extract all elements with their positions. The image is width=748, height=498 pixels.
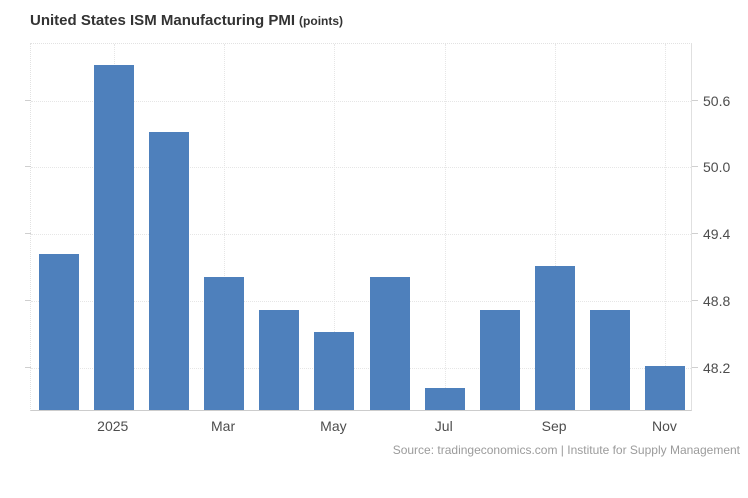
x-tick-label: Jul bbox=[434, 418, 453, 434]
y-tick-mark bbox=[25, 299, 31, 301]
horizontal-gridline bbox=[31, 100, 691, 102]
x-tick-label: Nov bbox=[651, 418, 677, 434]
y-tick-mark bbox=[692, 233, 698, 235]
bar-jun-2025[interactable] bbox=[369, 276, 410, 410]
y-tick-mark bbox=[692, 166, 698, 168]
source-attribution: Source: tradingeconomics.com | Institute… bbox=[392, 443, 740, 457]
bar-nov-2025[interactable] bbox=[645, 365, 686, 410]
vertical-gridline bbox=[334, 44, 336, 410]
y-tick-label: 50.0 bbox=[703, 159, 731, 176]
vertical-gridline bbox=[555, 44, 557, 410]
x-tick-label: Mar bbox=[211, 418, 236, 434]
chart-title: United States ISM Manufacturing PMI (poin… bbox=[30, 12, 343, 30]
bar-aug-2025[interactable] bbox=[479, 309, 520, 410]
bar-mar-2025[interactable] bbox=[204, 276, 245, 410]
bar-sep-2025[interactable] bbox=[535, 265, 576, 410]
chart-title-unit: (points) bbox=[299, 14, 344, 28]
y-tick-mark bbox=[692, 299, 698, 301]
bar-jan-2025[interactable] bbox=[93, 65, 134, 410]
vertical-gridline bbox=[224, 44, 226, 410]
x-tick-label: May bbox=[320, 418, 347, 434]
y-tick-label: 49.4 bbox=[703, 226, 731, 243]
bar-feb-2025[interactable] bbox=[148, 132, 189, 410]
plot-area bbox=[30, 43, 692, 411]
bar-jul-2025[interactable] bbox=[424, 387, 465, 410]
y-tick-mark bbox=[692, 99, 698, 101]
horizontal-gridline bbox=[31, 367, 691, 369]
bar-apr-2025[interactable] bbox=[259, 309, 300, 410]
y-tick-label: 48.2 bbox=[703, 359, 731, 376]
horizontal-gridline bbox=[31, 167, 691, 169]
x-tick-label: Sep bbox=[541, 418, 567, 434]
vertical-gridline bbox=[444, 44, 446, 410]
y-tick-mark bbox=[25, 233, 31, 235]
bar-oct-2025[interactable] bbox=[590, 309, 631, 410]
horizontal-gridline bbox=[31, 300, 691, 302]
chart-title-text: United States ISM Manufacturing PMI bbox=[30, 12, 296, 29]
bar-may-2025[interactable] bbox=[314, 332, 355, 410]
y-tick-mark bbox=[25, 99, 31, 101]
y-tick-label: 50.6 bbox=[703, 92, 731, 109]
y-tick-label: 48.8 bbox=[703, 292, 731, 309]
y-tick-mark bbox=[692, 366, 698, 368]
vertical-gridline bbox=[665, 44, 667, 410]
bar-dec-2024[interactable] bbox=[38, 254, 79, 410]
x-tick-label: 2025 bbox=[97, 418, 129, 434]
y-tick-mark bbox=[25, 366, 31, 368]
horizontal-gridline bbox=[31, 234, 691, 236]
y-tick-mark bbox=[25, 166, 31, 168]
